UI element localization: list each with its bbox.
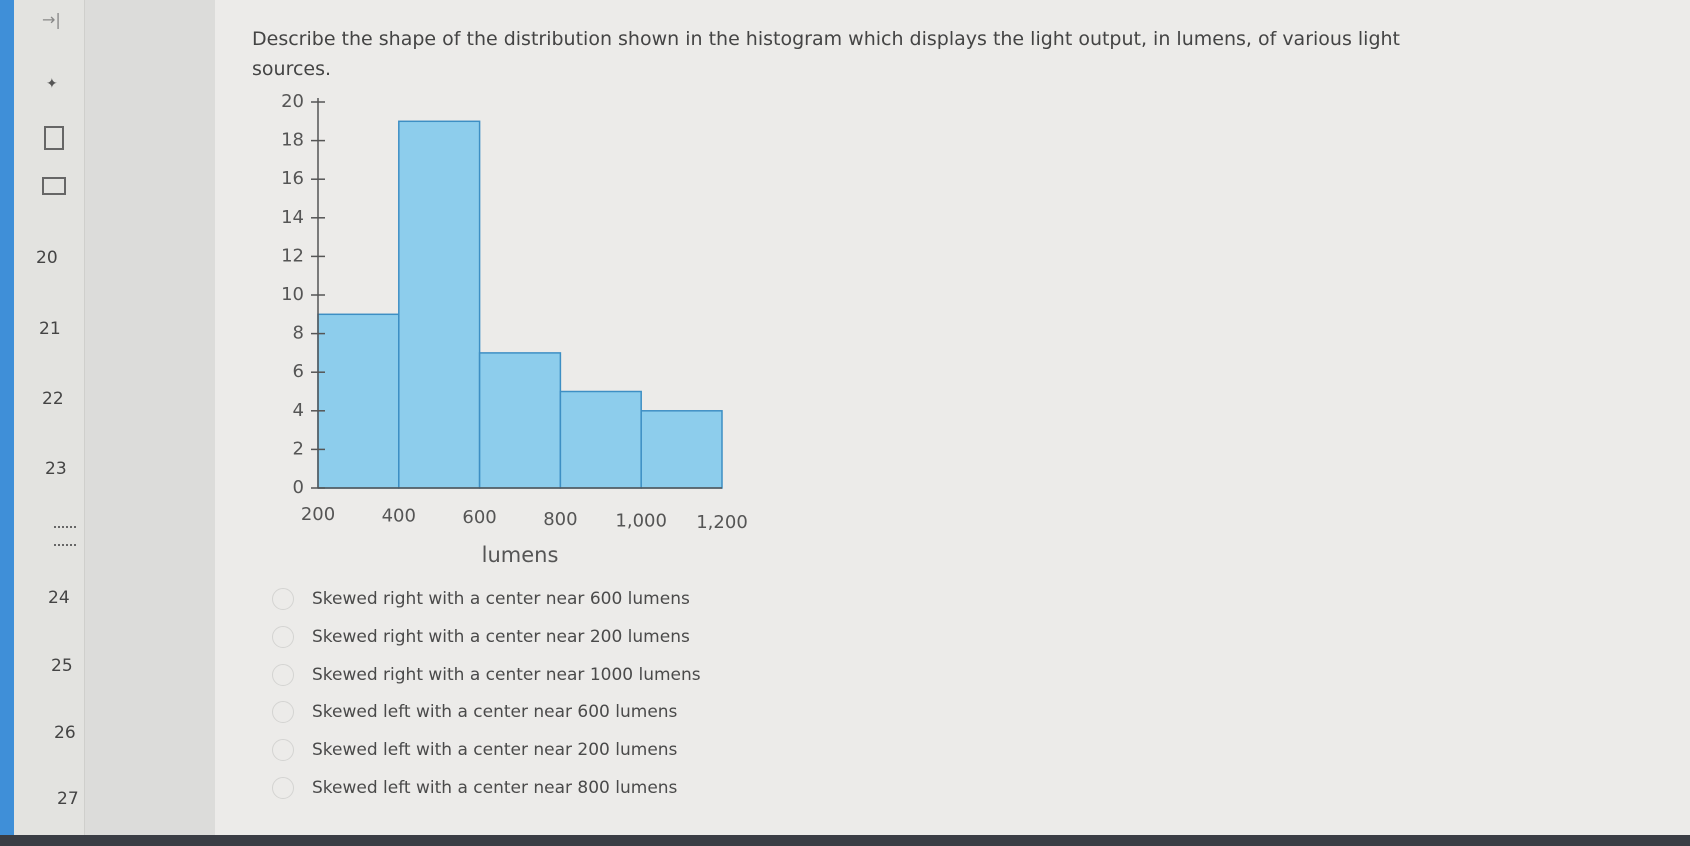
notes-icon[interactable] [42, 177, 66, 195]
option-text: Skewed right with a center near 600 lume… [312, 589, 690, 609]
radio[interactable] [272, 739, 294, 762]
y-tick-label: 6 [293, 361, 304, 382]
nav-strip [0, 0, 14, 835]
x-tick-label: 400 [382, 506, 416, 527]
x-tick-label: 1,200 [696, 512, 748, 533]
pin-icon[interactable]: ✦ [46, 76, 58, 92]
question-number[interactable]: 26 [54, 723, 76, 743]
x-axis-label: lumens [482, 543, 559, 567]
y-tick-label: 14 [281, 207, 304, 228]
x-tick-label: 800 [543, 509, 577, 530]
radio[interactable] [272, 588, 294, 610]
answer-option[interactable]: Skewed right with a center near 200 lume… [272, 625, 690, 648]
question-number[interactable]: 27 [57, 789, 79, 809]
radio[interactable] [272, 701, 294, 724]
list-icon[interactable] [54, 526, 76, 546]
bar [317, 313, 400, 489]
answer-option[interactable]: Skewed right with a center near 600 lume… [272, 588, 690, 610]
x-tick-label: 600 [462, 507, 496, 528]
taskbar [0, 835, 1690, 846]
question-number[interactable]: 20 [36, 248, 58, 268]
calculator-icon[interactable] [44, 126, 64, 150]
y-tick-label: 4 [293, 400, 304, 421]
y-tick-label: 8 [293, 323, 304, 344]
x-tick-label: 1,000 [615, 510, 667, 531]
answer-option[interactable]: Skewed left with a center near 800 lumen… [272, 777, 677, 799]
gutter [85, 0, 215, 835]
bar [478, 352, 562, 489]
y-tick-label: 2 [293, 438, 304, 459]
answer-option[interactable]: Skewed right with a center near 1000 lum… [272, 663, 701, 686]
bar [559, 390, 642, 489]
question-text: Describe the shape of the distribution s… [252, 28, 1401, 80]
y-tick-label: 0 [293, 477, 304, 498]
y-tick-label: 18 [281, 130, 304, 151]
sidebar: →| ✦ [14, 0, 85, 835]
option-text: Skewed left with a center near 600 lumen… [312, 702, 678, 723]
option-text: Skewed left with a center near 200 lumen… [312, 740, 678, 761]
y-tick-label: 12 [281, 245, 304, 266]
y-tick-label: 16 [281, 168, 304, 189]
question-number[interactable]: 21 [39, 319, 61, 339]
answer-option[interactable]: Skewed left with a center near 600 lumen… [272, 701, 678, 724]
question-number[interactable]: 22 [42, 389, 64, 409]
x-tick-label: 200 [301, 504, 335, 525]
option-text: Skewed right with a center near 1000 lum… [312, 664, 701, 685]
y-tick-label: 10 [281, 284, 304, 305]
radio[interactable] [272, 663, 294, 686]
radio[interactable] [272, 777, 294, 799]
bar [640, 410, 723, 489]
y-tick-label: 20 [281, 91, 304, 112]
question-number[interactable]: 23 [45, 459, 67, 479]
question-number[interactable]: 25 [51, 656, 73, 676]
bar [398, 120, 481, 489]
collapse-icon[interactable]: →| [42, 10, 61, 29]
option-text: Skewed right with a center near 200 lume… [312, 626, 690, 647]
answer-option[interactable]: Skewed left with a center near 200 lumen… [272, 739, 678, 762]
question-number[interactable]: 24 [48, 588, 70, 608]
radio[interactable] [272, 625, 294, 648]
option-text: Skewed left with a center near 800 lumen… [312, 778, 678, 798]
